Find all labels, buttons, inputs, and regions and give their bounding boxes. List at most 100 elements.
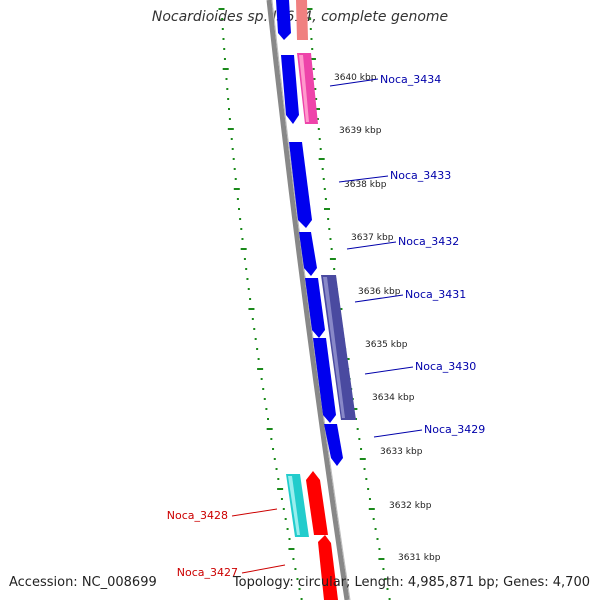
gc-skew-tick: [306, 8, 313, 10]
gc-skew-tick: [372, 518, 375, 520]
gc-skew-tick: [275, 468, 278, 470]
gc-skew-tick: [254, 338, 257, 340]
gc-skew-tick: [388, 598, 391, 600]
gene-arrow[interactable]: [289, 142, 312, 228]
gc-skew-tick: [227, 98, 230, 100]
gene-label[interactable]: Noca_3432: [398, 235, 459, 248]
gene-arrow[interactable]: [306, 471, 328, 535]
gc-skew-tick: [360, 448, 363, 450]
gc-skew-tick: [317, 128, 320, 130]
pink-feature[interactable]: [296, 0, 308, 40]
gc-skew-tick: [333, 268, 336, 270]
gc-skew-tick: [262, 388, 265, 390]
kbp-tick-label: 3638 kbp: [344, 180, 387, 190]
kbp-tick-label: 3631 kbp: [398, 553, 441, 563]
gene-label[interactable]: Noca_3427: [177, 566, 238, 579]
gc-skew-tick: [316, 118, 319, 120]
gene-arrow[interactable]: [318, 535, 338, 600]
gc-skew-tick: [298, 588, 301, 590]
gc-skew-tick: [240, 248, 247, 250]
gc-skew-tick: [319, 148, 322, 150]
kbp-tick-label: 3636 kbp: [358, 287, 401, 297]
gc-skew-tick: [378, 548, 381, 550]
gc-skew-tick: [300, 598, 303, 600]
gene-arrow[interactable]: [324, 424, 343, 466]
gc-skew-tick: [225, 78, 228, 80]
gc-skew-tick: [323, 208, 330, 210]
label-leader-line: [231, 508, 278, 517]
gc-skew-tick: [355, 418, 358, 420]
cyan-feature-highlight: [288, 476, 300, 535]
label-leader-line: [373, 429, 423, 438]
genome-summary: Topology: circular; Length: 4,985,871 bp…: [232, 575, 590, 590]
gc-skew-tick: [358, 438, 361, 440]
label-leader-line: [329, 78, 379, 87]
gc-skew-tick: [309, 28, 312, 30]
gc-skew-tick: [246, 278, 249, 280]
gc-skew-tick: [228, 118, 231, 120]
gene-arrow[interactable]: [276, 0, 291, 40]
gc-skew-tick: [296, 578, 299, 580]
gc-skew-tick: [233, 168, 236, 170]
gc-skew-tick: [241, 238, 244, 240]
gc-skew-tick: [330, 248, 333, 250]
gene-label[interactable]: Noca_3434: [380, 73, 441, 86]
gc-skew-tick: [231, 148, 234, 150]
gene-arrow[interactable]: [305, 278, 325, 338]
gc-skew-tick: [257, 358, 260, 360]
gc-skew-tick: [368, 498, 371, 500]
gc-skew-tick: [251, 318, 254, 320]
gene-label[interactable]: Noca_3431: [405, 288, 466, 301]
gc-skew-tick: [227, 128, 234, 130]
gc-skew-tick: [243, 258, 246, 260]
gene-arrow[interactable]: [313, 338, 336, 423]
gc-skew-track: [218, 8, 391, 600]
gc-skew-tick: [221, 18, 224, 20]
gene-label[interactable]: Noca_3433: [390, 169, 451, 182]
gc-skew-tick: [329, 258, 336, 260]
pink-feature-highlight: [299, 55, 309, 122]
gene-arrow[interactable]: [281, 55, 299, 124]
gc-skew-tick: [329, 238, 332, 240]
gc-skew-tick: [245, 268, 248, 270]
gc-skew-tick: [386, 588, 389, 590]
gc-skew-tick: [282, 508, 285, 510]
gc-skew-tick: [365, 478, 368, 480]
gene-label[interactable]: Noca_3430: [415, 360, 476, 373]
gc-skew-tick: [272, 448, 275, 450]
gc-skew-tick: [310, 38, 313, 40]
label-leader-line: [364, 366, 414, 375]
genome-backbone: [266, 0, 350, 600]
gc-skew-tick: [221, 28, 224, 30]
gc-skew-tick: [267, 418, 270, 420]
gene-label[interactable]: Noca_3428: [167, 509, 228, 522]
gc-skew-tick: [368, 508, 375, 510]
gc-skew-tick: [382, 568, 385, 570]
accession-text: Accession: NC_008699: [9, 575, 157, 590]
gc-skew-tick: [237, 208, 240, 210]
gc-skew-tick: [374, 528, 377, 530]
label-leader-line: [338, 175, 389, 183]
gc-skew-tick: [277, 478, 280, 480]
gc-skew-tick: [228, 108, 231, 110]
gene-labels: Noca_3434 Noca_3433 Noca_3432 Noca_3431 Noca…: [167, 73, 486, 579]
gc-skew-tick: [312, 68, 315, 70]
gc-skew-tick: [314, 88, 317, 90]
kbp-tick-label: 3637 kbp: [351, 233, 394, 243]
operon-highlight: [323, 277, 345, 418]
gc-skew-tick: [273, 458, 276, 460]
gc-skew-tick: [378, 558, 385, 560]
gc-skew-tick: [240, 228, 243, 230]
gc-skew-tick: [318, 138, 321, 140]
forward-genes: [276, 0, 343, 466]
gc-skew-tick: [234, 178, 237, 180]
kbp-tick-label: 3635 kbp: [365, 340, 408, 350]
gc-skew-tick: [218, 8, 225, 10]
kbp-scale: 3640 kbp 3639 kbp 3638 kbp 3637 kbp 3636 kbp…: [334, 73, 441, 563]
gene-label[interactable]: Noca_3429: [424, 423, 485, 436]
gc-skew-tick: [376, 538, 379, 540]
gc-skew-tick: [314, 108, 321, 110]
gc-skew-tick: [328, 228, 331, 230]
gene-arrow[interactable]: [299, 232, 317, 276]
